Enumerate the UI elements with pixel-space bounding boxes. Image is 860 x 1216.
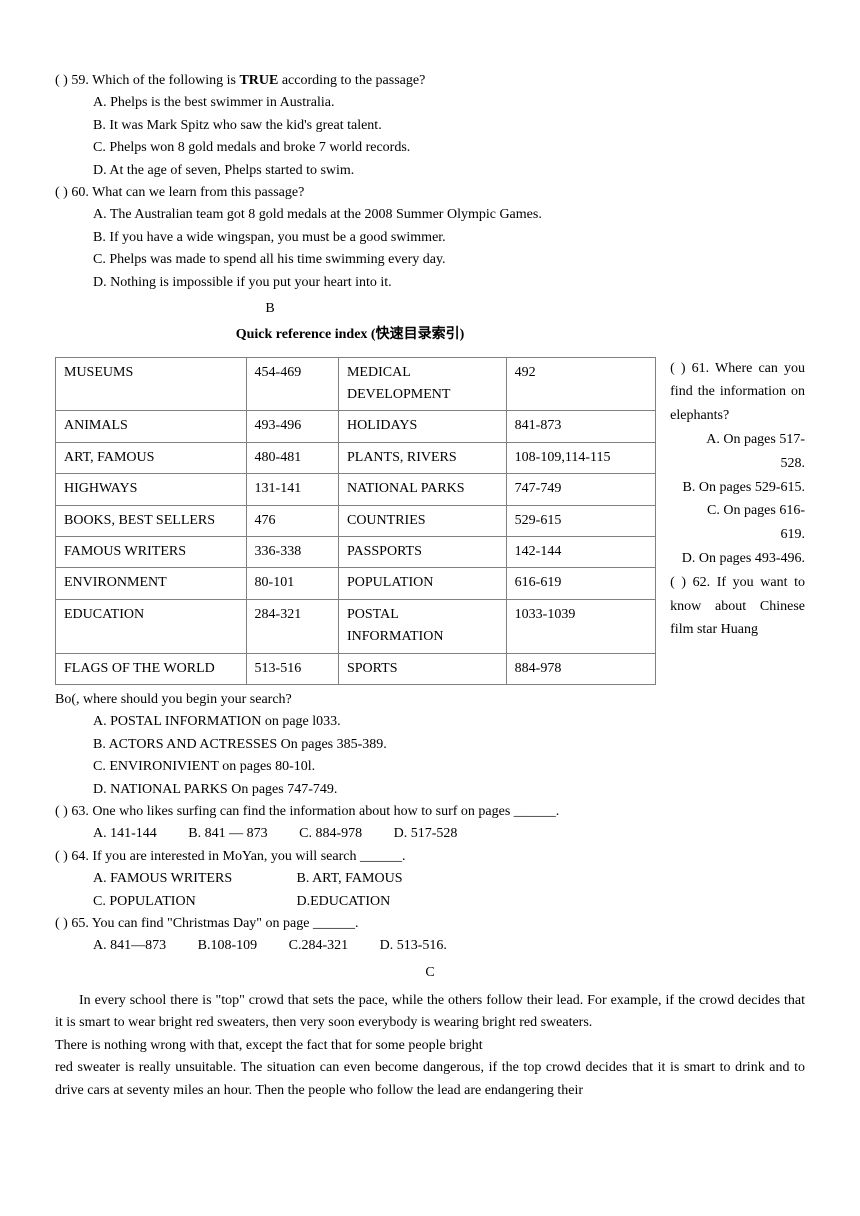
section-c-letter: C (55, 962, 805, 984)
table-cell: ANIMALS (56, 411, 247, 442)
q63-stem: ( ) 63. One who likes surfing can find t… (55, 801, 805, 823)
q60-opt-b: B. If you have a wide wingspan, you must… (55, 227, 805, 249)
table-cell: 841-873 (506, 411, 655, 442)
table-cell: 480-481 (246, 442, 338, 473)
table-cell: MUSEUMS (56, 357, 247, 411)
q62-opt-a: A. POSTAL INFORMATION on page l033. (55, 711, 805, 733)
table-cell: 616-619 (506, 568, 655, 599)
q62-stem: ( ) 62. If you want to know about Chines… (670, 571, 805, 642)
q63-opt-b: B. 841 — 873 (188, 826, 267, 841)
table-cell: 131-141 (246, 474, 338, 505)
q61-stem: ( ) 61. Where can you find the informati… (670, 357, 805, 428)
q65-opt-c: C.284-321 (289, 938, 349, 953)
table-row: ART, FAMOUS480-481PLANTS, RIVERS108-109,… (56, 442, 656, 473)
q64-opt-a: A. FAMOUS WRITERS (93, 868, 293, 890)
q64-row1: A. FAMOUS WRITERS B. ART, FAMOUS (55, 868, 805, 890)
q63-opt-c: C. 884-978 (299, 826, 362, 841)
q59-opt-b: B. It was Mark Spitz who saw the kid's g… (55, 115, 805, 137)
table-cell: 142-144 (506, 537, 655, 568)
q59-opt-c: C. Phelps won 8 gold medals and broke 7 … (55, 137, 805, 159)
q59-opt-a: A. Phelps is the best swimmer in Austral… (55, 92, 805, 114)
q60-stem: ( ) 60. What can we learn from this pass… (55, 182, 805, 204)
q63-options: A. 141-144 B. 841 — 873 C. 884-978 D. 51… (55, 823, 805, 845)
table-cell: PASSPORTS (338, 537, 506, 568)
table-cell: 454-469 (246, 357, 338, 411)
q59-true: TRUE (239, 73, 278, 88)
table-cell: 529-615 (506, 505, 655, 536)
table-cell: FAMOUS WRITERS (56, 537, 247, 568)
table-cell: HOLIDAYS (338, 411, 506, 442)
table-cell: BOOKS, BEST SELLERS (56, 505, 247, 536)
table-cell: 1033-1039 (506, 599, 655, 653)
q63-opt-d: D. 517-528 (394, 826, 458, 841)
table-row: BOOKS, BEST SELLERS476COUNTRIES529-615 (56, 505, 656, 536)
table-cell: POPULATION (338, 568, 506, 599)
passage-p1: In every school there is "top" crowd tha… (55, 990, 805, 1035)
table-cell: 493-496 (246, 411, 338, 442)
q62-opt-c: C. ENVIRONIVIENT on pages 80-10l. (55, 756, 805, 778)
q60-opt-c: C. Phelps was made to spend all his time… (55, 249, 805, 271)
table-row: HIGHWAYS131-141NATIONAL PARKS747-749 (56, 474, 656, 505)
table-cell: SPORTS (338, 653, 506, 684)
table-cell: 336-338 (246, 537, 338, 568)
table-cell: 80-101 (246, 568, 338, 599)
table-area: MUSEUMS454-469MEDICAL DEVELOPMENT492ANIM… (55, 357, 805, 685)
q65-options: A. 841—873 B.108-109 C.284-321 D. 513-51… (55, 935, 805, 957)
q62-cont: Bo(, where should you begin your search? (55, 689, 805, 711)
q60-opt-d: D. Nothing is impossible if you put your… (55, 272, 805, 294)
table-row: ANIMALS493-496HOLIDAYS841-873 (56, 411, 656, 442)
q64-stem: ( ) 64. If you are interested in MoYan, … (55, 846, 805, 868)
table-cell: 747-749 (506, 474, 655, 505)
table-cell: FLAGS OF THE WORLD (56, 653, 247, 684)
table-cell: 108-109,114-115 (506, 442, 655, 473)
q61-opt-a: A. On pages 517-528. (670, 428, 805, 476)
passage-p2: There is nothing wrong with that, except… (55, 1035, 805, 1057)
q60-opt-a: A. The Australian team got 8 gold medals… (55, 204, 805, 226)
q65-opt-d: D. 513-516. (380, 938, 447, 953)
q59-opt-d: D. At the age of seven, Phelps started t… (55, 160, 805, 182)
table-cell: 476 (246, 505, 338, 536)
table-cell: 513-516 (246, 653, 338, 684)
q64-row2: C. POPULATION D.EDUCATION (55, 891, 805, 913)
q63-opt-a: A. 141-144 (93, 826, 157, 841)
section-b-title: Quick reference index (快速目录索引) (55, 324, 805, 346)
reference-index-table: MUSEUMS454-469MEDICAL DEVELOPMENT492ANIM… (55, 357, 656, 685)
table-row: ENVIRONMENT80-101POPULATION616-619 (56, 568, 656, 599)
q62-opt-b: B. ACTORS AND ACTRESSES On pages 385-389… (55, 734, 805, 756)
table-cell: PLANTS, RIVERS (338, 442, 506, 473)
table-cell: HIGHWAYS (56, 474, 247, 505)
q61-opt-c: C. On pages 616-619. (670, 499, 805, 547)
q64-opt-d: D.EDUCATION (297, 894, 391, 909)
section-b-letter: B (55, 298, 805, 320)
q62-opt-d: D. NATIONAL PARKS On pages 747-749. (55, 779, 805, 801)
table-row: EDUCATION284-321POSTAL INFORMATION1033-1… (56, 599, 656, 653)
q59-text-b: according to the passage? (278, 73, 425, 88)
q65-opt-a: A. 841—873 (93, 938, 166, 953)
q64-opt-c: C. POPULATION (93, 891, 293, 913)
q64-opt-b: B. ART, FAMOUS (297, 871, 403, 886)
q61-opt-b: B. On pages 529-615. (670, 476, 805, 500)
q65-stem: ( ) 65. You can find "Christmas Day" on … (55, 913, 805, 935)
q65-opt-b: B.108-109 (198, 938, 258, 953)
table-cell: EDUCATION (56, 599, 247, 653)
document-body: ( ) 59. Which of the following is TRUE a… (55, 70, 805, 1102)
table-row: MUSEUMS454-469MEDICAL DEVELOPMENT492 (56, 357, 656, 411)
passage-c: In every school there is "top" crowd tha… (55, 990, 805, 1102)
table-cell: 492 (506, 357, 655, 411)
q59-stem: ( ) 59. Which of the following is TRUE a… (55, 70, 805, 92)
table-row: FAMOUS WRITERS336-338PASSPORTS142-144 (56, 537, 656, 568)
table-cell: MEDICAL DEVELOPMENT (338, 357, 506, 411)
passage-p3: red sweater is really unsuitable. The si… (55, 1057, 805, 1102)
table-cell: ART, FAMOUS (56, 442, 247, 473)
table-cell: ENVIRONMENT (56, 568, 247, 599)
side-questions: ( ) 61. Where can you find the informati… (656, 357, 805, 643)
table-cell: COUNTRIES (338, 505, 506, 536)
table-cell: 284-321 (246, 599, 338, 653)
table-cell: 884-978 (506, 653, 655, 684)
table-row: FLAGS OF THE WORLD513-516SPORTS884-978 (56, 653, 656, 684)
q61-opt-d: D. On pages 493-496. (670, 547, 805, 571)
q59-text-a: ( ) 59. Which of the following is (55, 73, 239, 88)
table-cell: NATIONAL PARKS (338, 474, 506, 505)
table-cell: POSTAL INFORMATION (338, 599, 506, 653)
